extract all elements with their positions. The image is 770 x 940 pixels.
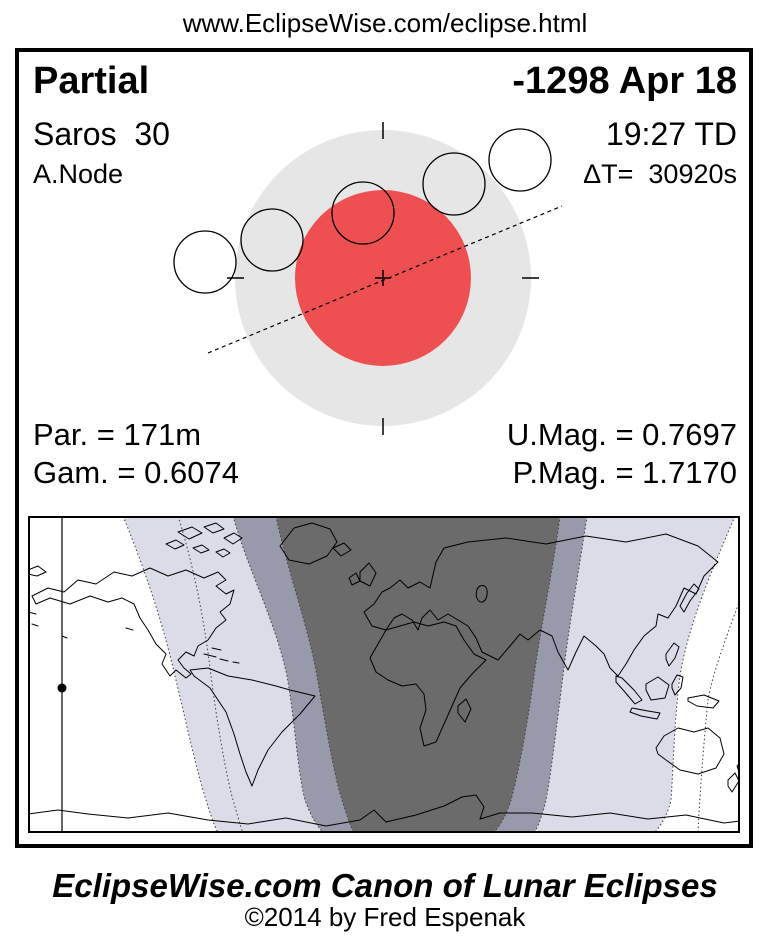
sub-lunar-point (57, 683, 67, 693)
visibility-map (28, 516, 740, 833)
ecliptic-line (207, 205, 563, 354)
penumbra-cardinal-ticks (227, 122, 539, 435)
stat-gamma: Gam. = 0.6074 (33, 455, 239, 490)
delta-t-label: ΔT= 30920s (583, 159, 737, 189)
moon-contact-greatest (331, 181, 395, 245)
node-label: A.Node (33, 159, 124, 189)
footer-title: EclipseWise.com Canon of Lunar Eclipses (52, 867, 718, 904)
moon-contact-3 (422, 152, 486, 216)
eclipse-date: -1298 Apr 18 (512, 60, 737, 102)
stat-penumbral-magnitude: P.Mag. = 1.7170 (512, 455, 737, 490)
moon-contact-2 (240, 208, 304, 272)
saros-label: Saros 30 (33, 116, 170, 152)
site-url: www.EclipseWise.com/eclipse.html (182, 8, 588, 38)
map-border (28, 516, 740, 833)
greatest-time-label: 19:27 TD (605, 116, 737, 152)
world-coastlines (29, 522, 739, 827)
moon-contact-4 (488, 128, 552, 192)
shadow-diagram (173, 122, 563, 435)
eclipse-type: Partial (33, 60, 150, 102)
stat-umbral-magnitude: U.Mag. = 0.7697 (506, 417, 737, 452)
stat-partial-duration: Par. = 171m (33, 417, 202, 452)
footer-copyright: ©2014 by Fred Espenak (244, 902, 526, 932)
contact-limit-curves (122, 517, 739, 832)
map-zone-entire-eclipse-visible (276, 517, 560, 832)
moon-contact-1 (173, 230, 237, 294)
